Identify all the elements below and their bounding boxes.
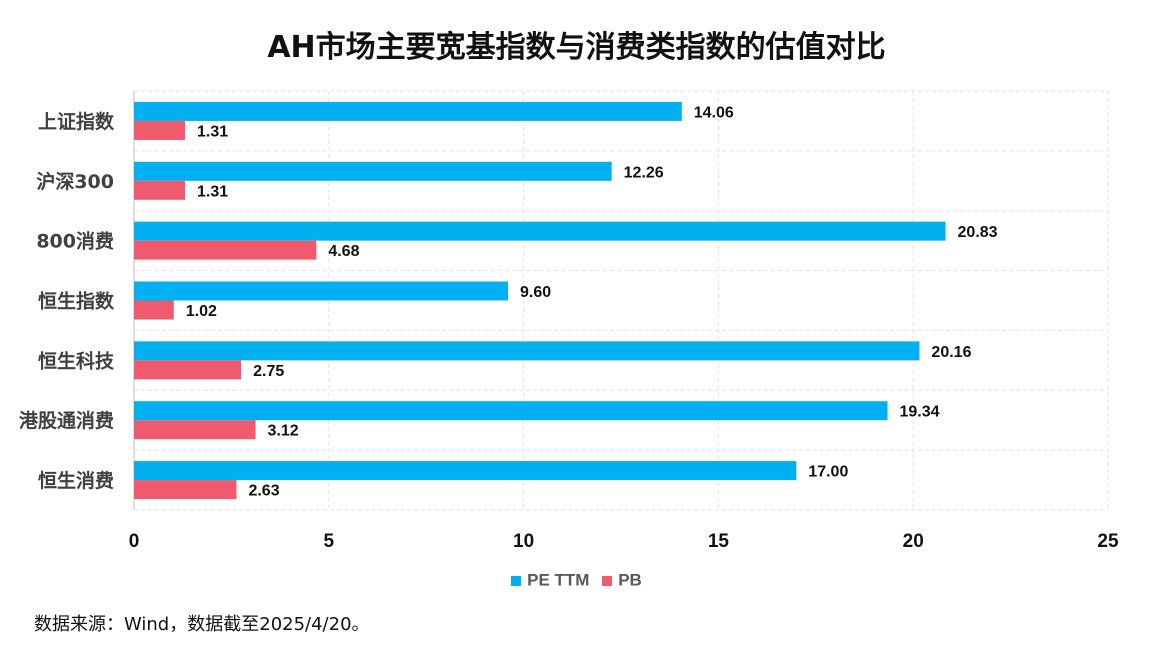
category-label: 上证指数 [38,110,115,133]
category-label: 恒生科技 [38,349,115,372]
x-tick-label: 5 [324,531,335,552]
data-label-pb: 2.63 [248,483,279,500]
legend: PE TTM PB [0,570,1153,591]
bar-pe-ttm [134,401,888,421]
legend-item-pe: PE TTM [511,570,589,591]
x-tick-label: 20 [903,531,924,552]
bar-pe-ttm [134,281,509,301]
bar-pb [134,180,186,200]
legend-label-pb: PB [618,570,642,590]
data-label-pe-ttm: 20.83 [958,224,998,241]
data-label-pe-ttm: 17.00 [808,464,848,481]
x-tick-label: 25 [1097,531,1119,552]
bar-pb [134,480,237,500]
chart-title: AH市场主要宽基指数与消费类指数的估值对比 [267,30,886,65]
category-label: 恒生消费 [38,469,114,492]
data-label-pe-ttm: 14.06 [694,104,734,121]
x-tick-label: 0 [129,531,140,552]
bar-pe-ttm [134,101,682,121]
legend-item-pb: PB [602,570,642,591]
data-label-pe-ttm: 12.26 [624,164,664,181]
legend-label-pe: PE TTM [527,570,590,590]
category-label: 港股通消费 [19,409,114,432]
data-label-pb: 3.12 [268,423,299,440]
legend-swatch-pb [602,575,613,586]
x-tick-label: 10 [513,531,534,552]
bar-pb [134,120,186,140]
x-tick-label: 15 [708,531,730,552]
category-label: 沪深300 [36,170,114,193]
bar-pb [134,420,256,440]
source-note: 数据来源：Wind，数据截至2025/4/20。 [34,614,370,635]
bar-pb [134,240,317,260]
category-label: 800消费 [36,230,114,253]
data-label-pe-ttm: 20.16 [931,344,971,361]
bar-pb [134,300,174,320]
grid-lines [133,90,1109,511]
bar-pe-ttm [134,341,920,361]
bar-pe-ttm [134,221,946,241]
bar-pb [134,360,242,380]
data-label-pb: 1.31 [197,183,228,200]
data-label-pe-ttm: 9.60 [520,284,551,301]
data-label-pb: 4.68 [328,243,359,260]
bars [134,101,946,500]
labels: 0 5 10 15 20 25 上证指数 14.06 1.31 沪深300 12.26 1.31 800… [19,104,1119,552]
data-label-pe-ttm: 19.34 [899,404,939,421]
data-label-pb: 1.02 [186,303,217,320]
bar-pe-ttm [134,461,797,481]
bar-pe-ttm [134,161,612,181]
data-label-pb: 2.75 [253,363,284,380]
data-label-pb: 1.31 [197,123,228,140]
legend-swatch-pe [511,575,522,586]
category-label: 恒生指数 [38,290,115,313]
